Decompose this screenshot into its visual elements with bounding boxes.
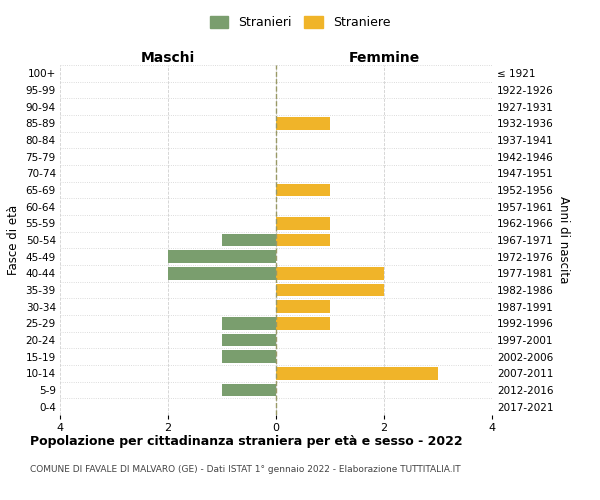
Bar: [276, 267, 384, 280]
Bar: [276, 367, 438, 380]
Bar: [222, 384, 276, 396]
Y-axis label: Anni di nascita: Anni di nascita: [557, 196, 570, 284]
Bar: [222, 234, 276, 246]
Bar: [168, 267, 276, 280]
Bar: [276, 284, 384, 296]
Bar: [222, 317, 276, 330]
Text: Maschi: Maschi: [141, 51, 195, 65]
Bar: [222, 334, 276, 346]
Text: Popolazione per cittadinanza straniera per età e sesso - 2022: Popolazione per cittadinanza straniera p…: [30, 435, 463, 448]
Text: COMUNE DI FAVALE DI MALVARO (GE) - Dati ISTAT 1° gennaio 2022 - Elaborazione TUT: COMUNE DI FAVALE DI MALVARO (GE) - Dati …: [30, 465, 461, 474]
Bar: [276, 217, 330, 230]
Text: Femmine: Femmine: [349, 51, 419, 65]
Bar: [222, 350, 276, 363]
Bar: [276, 317, 330, 330]
Bar: [276, 184, 330, 196]
Bar: [276, 300, 330, 313]
Y-axis label: Fasce di età: Fasce di età: [7, 205, 20, 275]
Bar: [276, 234, 330, 246]
Bar: [168, 250, 276, 263]
Bar: [276, 117, 330, 130]
Legend: Stranieri, Straniere: Stranieri, Straniere: [205, 11, 395, 34]
